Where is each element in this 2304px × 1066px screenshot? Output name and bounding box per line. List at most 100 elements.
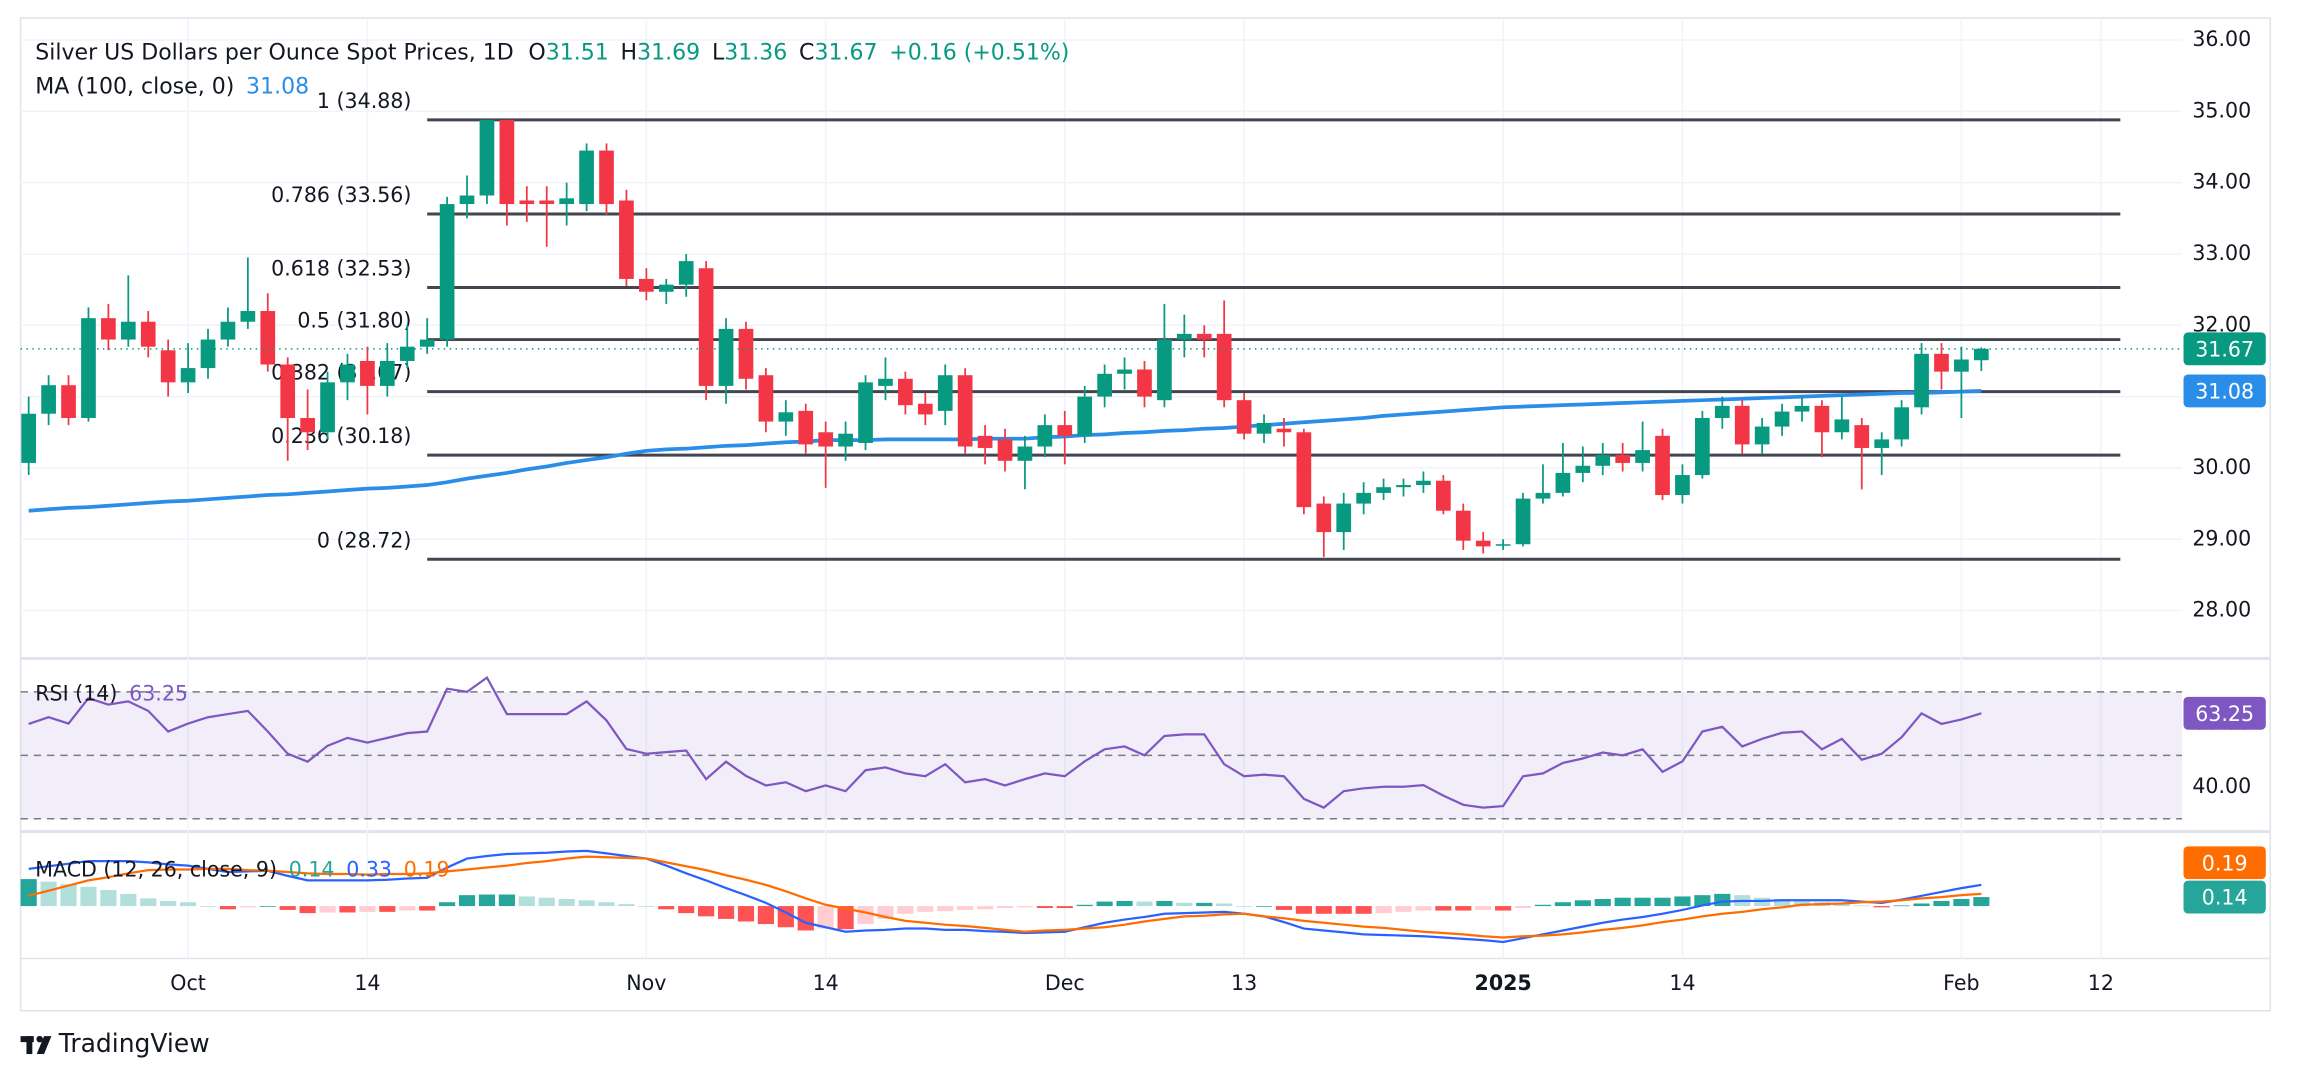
chart-header: Silver US Dollars per Ounce Spot Prices,… — [35, 39, 1069, 65]
candle-body — [459, 195, 475, 205]
histogram-bar — [717, 906, 735, 919]
histogram-bar — [1016, 906, 1034, 908]
histogram-bar — [1475, 906, 1492, 910]
candle-body — [997, 439, 1013, 461]
histogram-bar — [1435, 906, 1452, 911]
histogram-bar — [1136, 901, 1153, 907]
candle-body — [718, 328, 734, 386]
histogram-bar — [1554, 902, 1571, 907]
signal-line — [28, 855, 1982, 939]
rsi-legend: RSI (14) 63.25 — [35, 681, 188, 705]
histogram-bar — [638, 906, 655, 907]
histogram-bar — [419, 906, 436, 911]
x-tick-label: Feb — [1943, 971, 1979, 995]
macd-legend-macd: 0.33 — [346, 857, 392, 881]
macd-legend: MACD (12, 26, close, 9) 0.14 0.33 0.19 — [35, 857, 449, 881]
candle-body — [1117, 369, 1132, 374]
histogram-bar — [180, 902, 197, 907]
candle-body — [220, 321, 236, 340]
candle-body — [758, 375, 774, 422]
histogram-bar — [379, 906, 396, 912]
candle-body — [838, 433, 853, 447]
histogram-badge: 0.14 — [2202, 885, 2248, 909]
ohlc-value: 31.36 — [724, 39, 787, 65]
candle-body — [280, 364, 296, 419]
candle-body — [1097, 373, 1112, 397]
histogram-bar — [1415, 906, 1432, 911]
histogram-bar — [1534, 904, 1552, 907]
candle-body — [1734, 405, 1750, 445]
candle-body — [1535, 492, 1551, 499]
candle-body — [1635, 450, 1650, 463]
histogram-bar — [1694, 895, 1711, 907]
fib-label: 0.5 (31.80) — [297, 309, 411, 333]
ma-legend-name: MA (100, close, 0) — [35, 73, 234, 99]
histogram-bar — [578, 900, 595, 907]
candle-body — [977, 435, 993, 448]
candle-body — [698, 268, 714, 386]
logo-part — [36, 1035, 43, 1043]
candle-body — [1077, 396, 1093, 436]
histogram-bar — [797, 906, 814, 931]
last-price-badge: 31.67 — [2195, 337, 2254, 361]
histogram-bar — [1375, 906, 1392, 914]
candle-body — [439, 204, 455, 340]
ohlc-label: O — [528, 39, 545, 65]
histogram-bar — [618, 904, 635, 907]
candle-body — [1675, 475, 1690, 496]
histogram-bar — [1036, 906, 1053, 908]
histogram-bar — [1495, 906, 1512, 911]
histogram-bar — [1873, 906, 1890, 908]
candle-body — [1874, 439, 1890, 448]
histogram-bar — [160, 900, 177, 907]
candle-body — [1854, 425, 1870, 448]
candle-body — [1296, 432, 1312, 508]
candle-body — [878, 378, 893, 386]
candle-body — [957, 375, 973, 447]
candle-body — [1954, 359, 1969, 372]
candle-body — [1814, 405, 1830, 433]
brand-logo — [20, 1035, 52, 1055]
x-tick-label: 14 — [1669, 971, 1695, 995]
histogram-bar — [1614, 897, 1631, 907]
histogram-bar — [976, 906, 994, 910]
candle-body — [738, 328, 754, 379]
candle-body — [21, 413, 37, 463]
fib-label: 0.786 (33.56) — [271, 183, 411, 207]
candle-body — [1057, 425, 1073, 436]
histogram-bar — [857, 906, 874, 925]
histogram-bar — [40, 881, 57, 907]
histogram-bar — [1893, 905, 1910, 907]
candle-body — [140, 321, 156, 347]
candle-body — [320, 382, 335, 433]
logo-part — [26, 1036, 33, 1055]
histogram-bar — [1355, 906, 1372, 914]
candle-body — [101, 318, 116, 340]
brand-name: TradingView — [58, 1029, 210, 1058]
candle-body — [1695, 418, 1710, 476]
candle-body — [559, 198, 575, 205]
histogram-bar — [698, 906, 715, 917]
fib-label: 1 (34.88) — [317, 89, 411, 113]
x-tick-label: 12 — [2088, 971, 2114, 995]
histogram-bar — [1913, 903, 1930, 907]
candle-body — [898, 378, 913, 406]
plot-layer: Oct 14 Nov 14 Dec 13 2025 14 Feb 12 28.00 29.00 30.0… — [20, 17, 2266, 995]
candle-body — [399, 346, 415, 361]
histogram-badge-bg — [2183, 880, 2266, 914]
candle-body — [479, 119, 495, 196]
candle-body — [160, 350, 176, 383]
candle-body — [639, 278, 654, 292]
fib-label: 0.236 (30.18) — [271, 424, 411, 448]
candle-body — [1416, 480, 1431, 486]
x-tick-label: 14 — [813, 971, 839, 995]
histogram-bar — [1634, 897, 1651, 907]
histogram-bar — [140, 898, 157, 907]
histogram-bar — [817, 906, 834, 929]
histogram-bar — [1674, 896, 1691, 907]
ohlc-value: 31.69 — [637, 39, 700, 65]
candle-body — [1834, 419, 1850, 433]
histogram-bar — [1236, 906, 1253, 907]
